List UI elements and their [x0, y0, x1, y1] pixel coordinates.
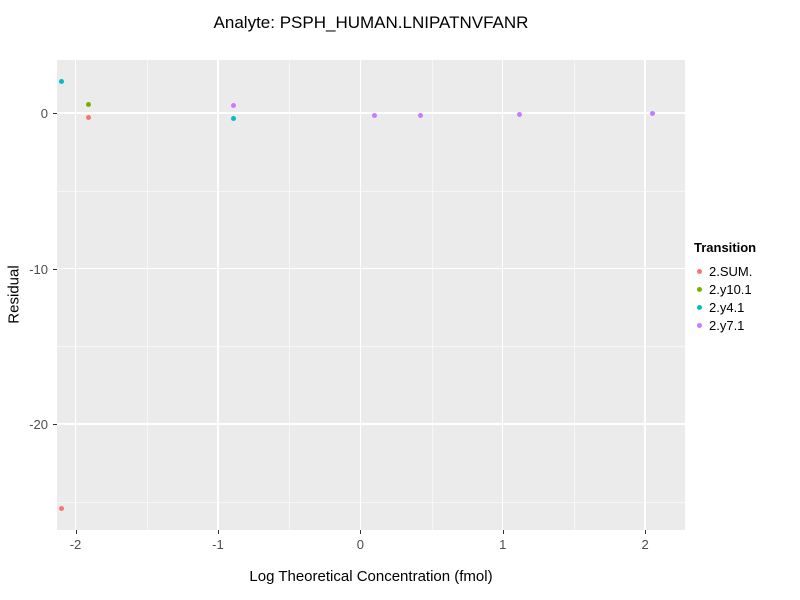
major-gridline-y	[57, 112, 685, 114]
major-gridline-x	[217, 60, 219, 530]
minor-gridline-x	[431, 60, 433, 530]
data-point	[58, 79, 64, 85]
data-point	[417, 112, 423, 118]
major-gridline-y	[57, 423, 685, 425]
data-point	[649, 111, 655, 117]
data-point	[517, 111, 523, 117]
legend: Transition 2.SUM. 2.y10.1 2.y4.1 2.y7.1	[694, 240, 756, 334]
x-tick-mark	[217, 530, 219, 534]
minor-gridline-y	[57, 501, 685, 503]
legend-item-label: 2.y4.1	[709, 299, 745, 315]
data-point	[231, 115, 237, 121]
data-point	[85, 115, 91, 121]
legend-item-label: 2.y10.1	[709, 281, 752, 297]
major-gridline-y	[57, 267, 685, 270]
data-point	[372, 112, 378, 118]
y-tick-mark	[53, 112, 57, 114]
x-tick-label: 0	[356, 537, 364, 552]
x-tick-label: 2	[641, 537, 649, 552]
data-point	[231, 103, 237, 109]
legend-key-dot	[697, 286, 702, 292]
y-tick-label: 0	[40, 105, 48, 121]
x-tick-label: -2	[69, 537, 82, 552]
x-tick-label: 1	[499, 537, 507, 552]
major-gridline-x	[502, 60, 504, 530]
x-tick-mark	[502, 530, 504, 534]
legend-title: Transition	[694, 240, 757, 255]
minor-gridline-x	[146, 60, 148, 530]
y-axis-title: Residual	[5, 265, 23, 324]
x-tick-mark	[360, 530, 362, 534]
legend-item-label: 2.y7.1	[709, 317, 745, 333]
minor-gridline-y	[57, 346, 685, 348]
data-point	[58, 505, 64, 511]
x-tick-label: -1	[212, 537, 224, 552]
legend-item: 2.y7.1	[694, 316, 756, 334]
legend-items: 2.SUM. 2.y10.1 2.y4.1 2.y7.1	[694, 262, 756, 334]
major-gridline-x	[359, 60, 361, 530]
minor-gridline-x	[289, 60, 291, 530]
data-point	[85, 101, 91, 107]
y-tick-label: -20	[29, 417, 48, 433]
y-tick-label: -10	[29, 261, 48, 277]
legend-key-dot	[697, 304, 702, 310]
legend-item: 2.y4.1	[694, 298, 756, 316]
x-tick-mark	[75, 530, 77, 534]
y-tick-mark	[53, 268, 57, 270]
plot-panel	[57, 60, 685, 530]
legend-item: 2.y10.1	[694, 280, 756, 298]
legend-item-label: 2.SUM.	[709, 263, 753, 279]
chart-title: Analyte: PSPH_HUMAN.LNIPATNVFANR	[213, 13, 529, 32]
legend-item: 2.SUM.	[694, 262, 756, 280]
legend-key-dot	[697, 322, 702, 328]
major-gridline-x	[74, 60, 77, 530]
y-tick-mark	[53, 424, 57, 426]
x-axis-title: Log Theoretical Concentration (fmol)	[249, 568, 493, 585]
minor-gridline-x	[573, 60, 575, 530]
x-tick-mark	[645, 530, 647, 534]
legend-key-dot	[697, 268, 702, 274]
minor-gridline-y	[57, 190, 685, 192]
major-gridline-x	[644, 60, 646, 530]
